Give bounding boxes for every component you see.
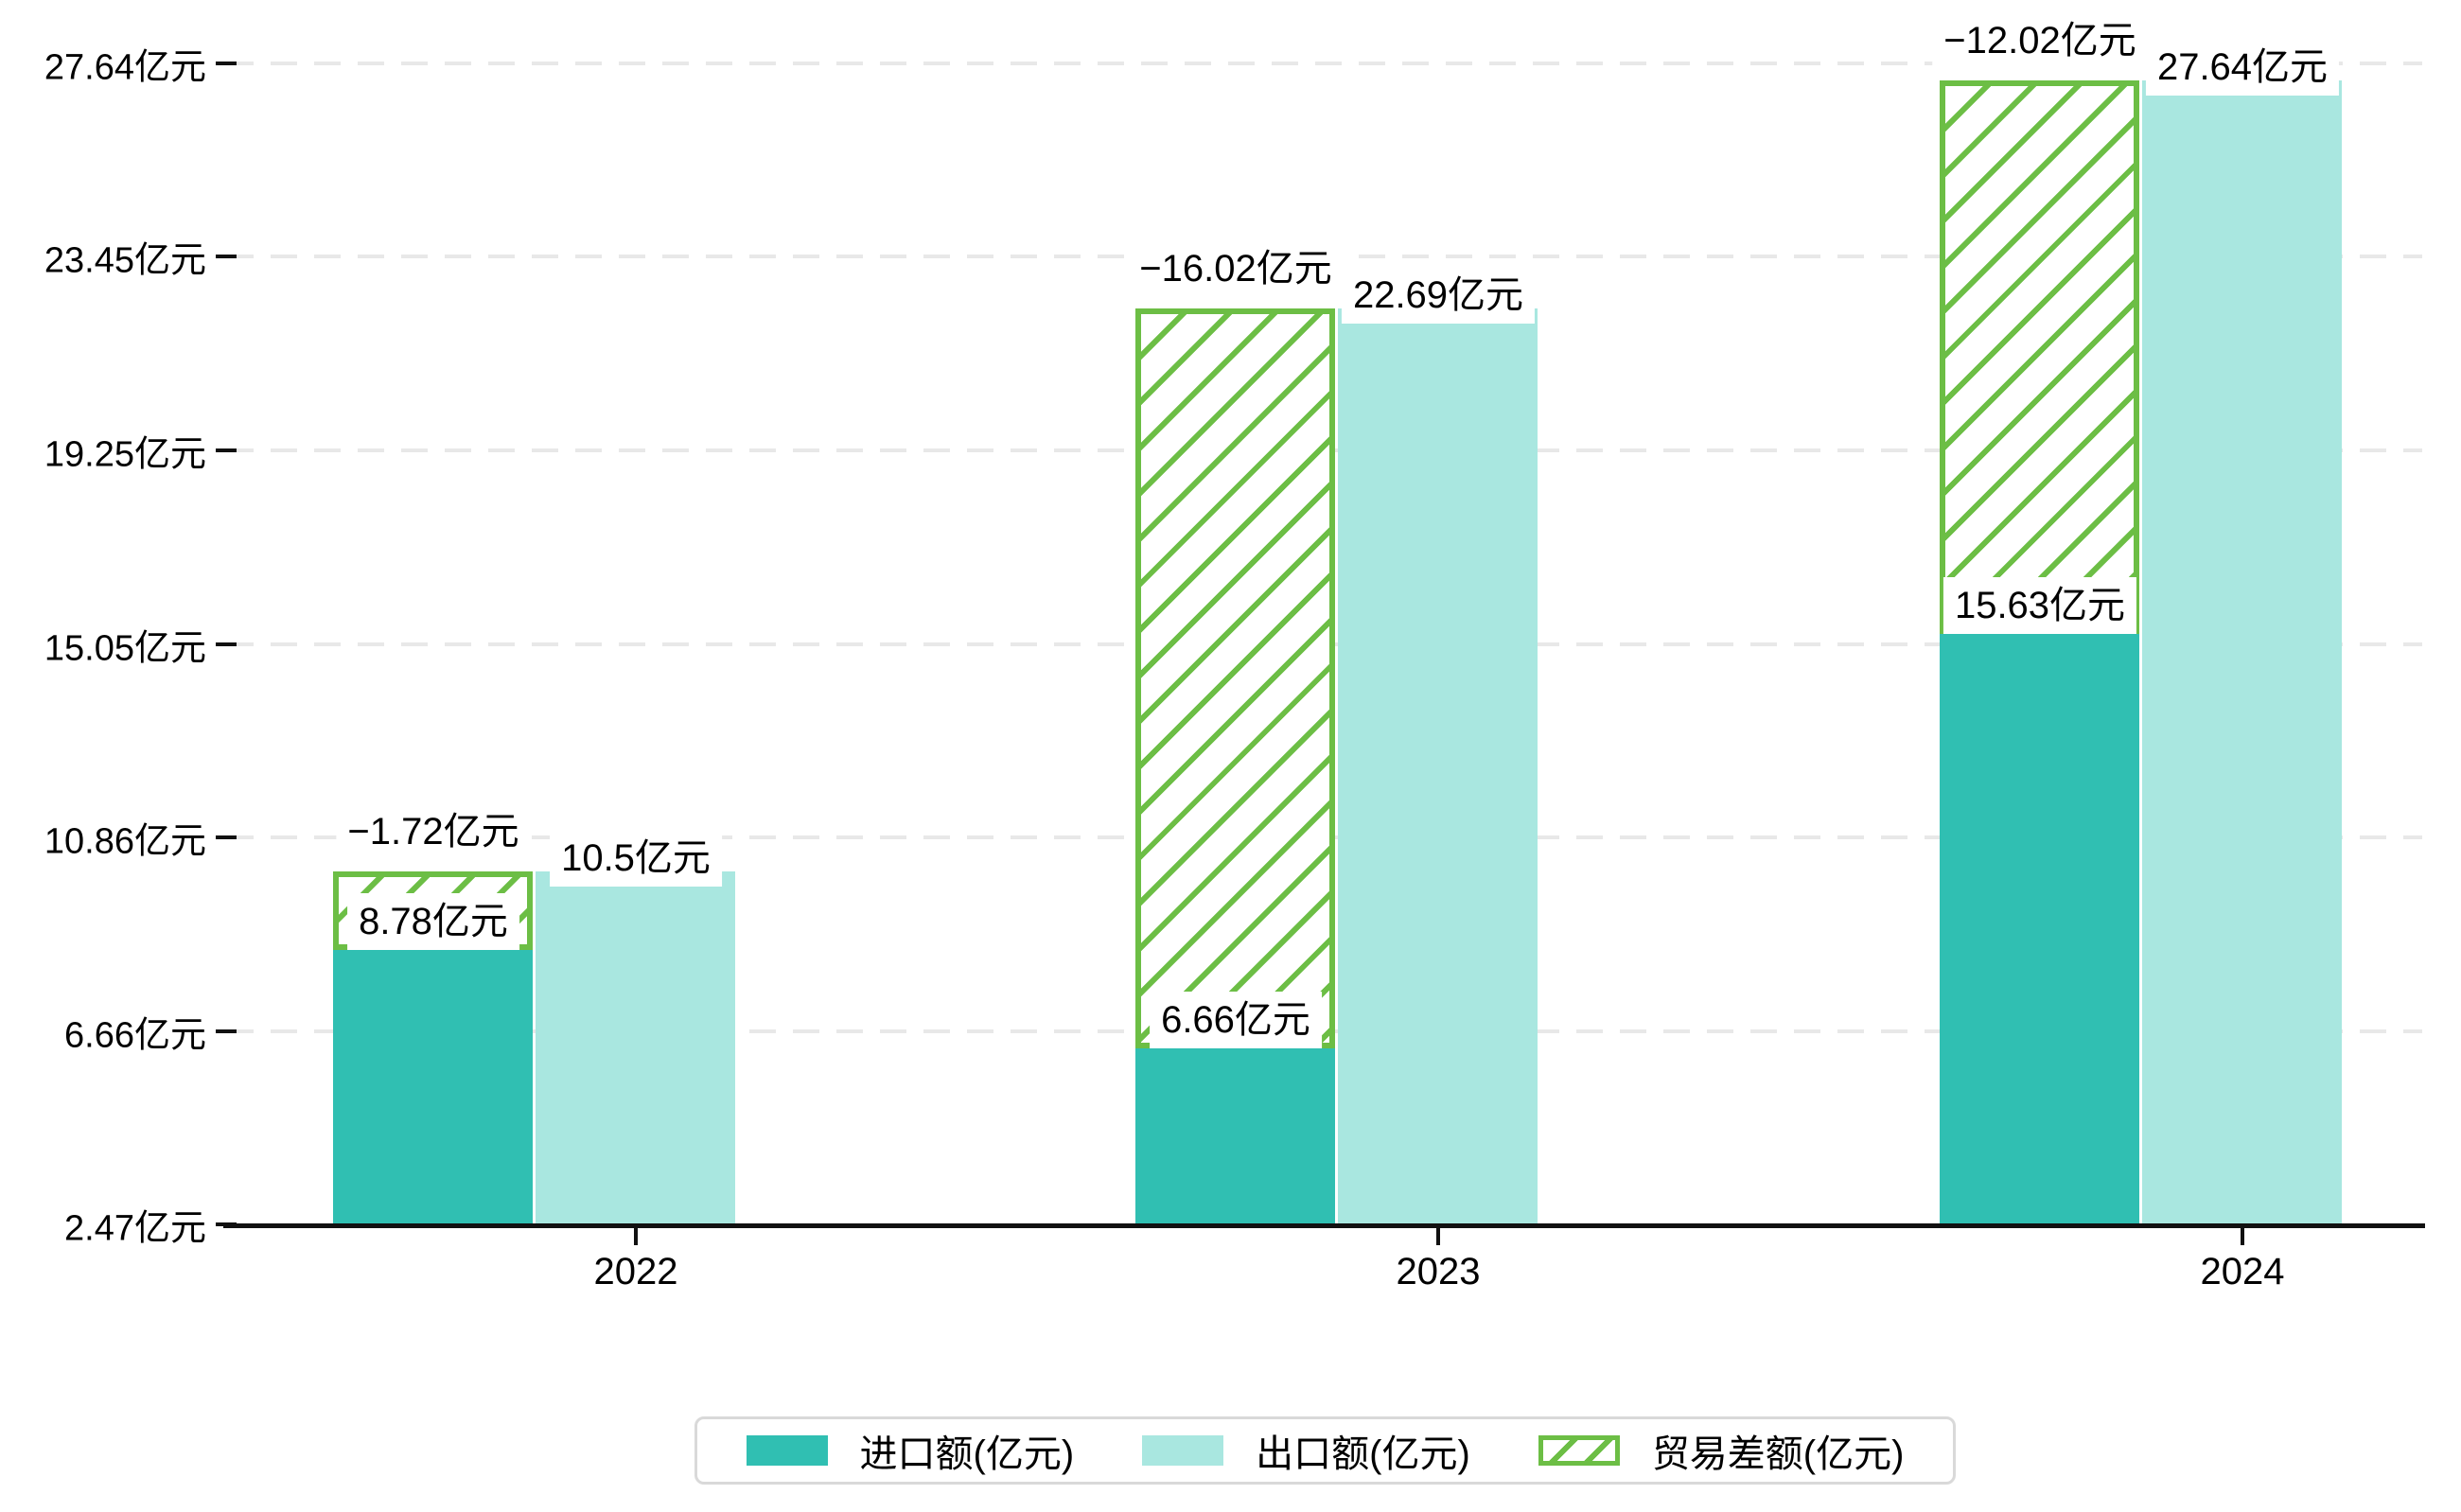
solid-swatch-icon [1142, 1435, 1224, 1466]
data-label-export-2024: 27.64亿元 [2145, 39, 2340, 96]
bar-trade-balance-2024[interactable] [1940, 80, 2139, 635]
y-axis-tick [216, 835, 237, 839]
legend-item-trade-balance[interactable]: 贸易差额(亿元) [1538, 1423, 1905, 1478]
data-label-trade-balance-2023: −16.02亿元 [1128, 240, 1344, 298]
y-axis-tick [216, 642, 237, 646]
data-label-export-2022: 10.5亿元 [550, 829, 722, 887]
y-axis-tick [216, 448, 237, 452]
y-axis-tick-label: 23.45亿元 [44, 240, 206, 281]
bar-import-2022[interactable] [333, 950, 533, 1223]
x-axis-label-2022: 2022 [593, 1251, 678, 1292]
legend-label: 贸易差额(亿元) [1651, 1433, 1905, 1475]
data-label-trade-balance-2024: −12.02亿元 [1932, 12, 2148, 69]
x-axis-tick [634, 1228, 638, 1245]
bar-export-2024[interactable] [2142, 80, 2342, 1223]
data-label-trade-balance-2022: −1.72亿元 [336, 802, 531, 860]
x-axis-label-2023: 2023 [1396, 1251, 1481, 1292]
bar-import-2023[interactable] [1135, 1047, 1335, 1223]
y-axis-tick-label: 6.66亿元 [64, 1015, 206, 1056]
legend-item-export[interactable]: 出口额(亿元) [1142, 1423, 1470, 1478]
legend: 进口额(亿元) 出口额(亿元) 贸易差额(亿元) [694, 1416, 1956, 1485]
solid-swatch-icon [746, 1435, 828, 1466]
y-axis-tick [216, 62, 237, 65]
y-axis-tick-label: 2.47亿元 [64, 1208, 206, 1249]
y-axis-tick [216, 1029, 237, 1033]
bar-import-2024[interactable] [1940, 634, 2139, 1223]
x-axis-label-2024: 2024 [2200, 1251, 2285, 1292]
y-axis-tick [216, 255, 237, 259]
bar-trade-balance-2023[interactable] [1135, 308, 1335, 1048]
legend-item-import[interactable]: 进口额(亿元) [746, 1423, 1075, 1478]
y-axis-tick-label: 15.05亿元 [44, 628, 206, 669]
x-axis-tick [2241, 1228, 2244, 1245]
hatched-swatch-icon [1538, 1435, 1620, 1466]
y-axis-tick-label: 10.86亿元 [44, 821, 206, 862]
x-axis-tick [1436, 1228, 1440, 1245]
data-label-export-2023: 22.69亿元 [1341, 267, 1536, 325]
data-label-import-2023: 6.66亿元 [1150, 991, 1322, 1048]
data-label-import-2024: 15.63亿元 [1942, 577, 2137, 635]
gridline [227, 62, 2422, 65]
y-axis-tick-label: 19.25亿元 [44, 434, 206, 475]
x-axis-line [223, 1223, 2425, 1228]
legend-label: 进口额(亿元) [859, 1433, 1075, 1475]
y-axis-tick-label: 27.64亿元 [44, 47, 206, 88]
legend-label: 出口额(亿元) [1256, 1433, 1470, 1475]
bar-export-2023[interactable] [1338, 308, 1538, 1223]
bar-export-2022[interactable] [536, 870, 735, 1223]
data-label-import-2022: 8.78亿元 [347, 893, 519, 951]
